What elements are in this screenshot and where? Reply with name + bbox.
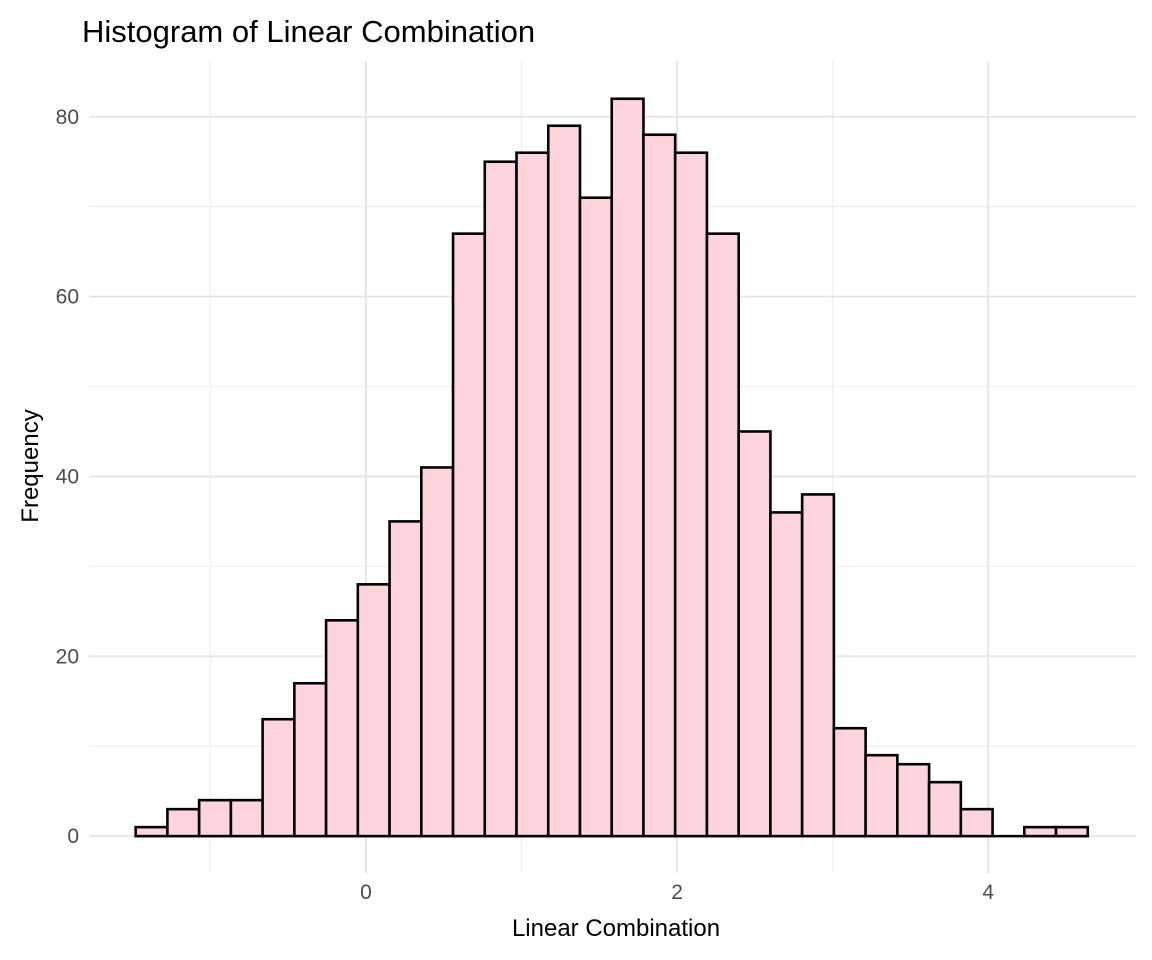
y-tick-label: 80	[56, 106, 79, 129]
histogram-bar	[293, 681, 328, 838]
x-tick-label: 2	[671, 881, 683, 904]
histogram-bar	[642, 133, 677, 838]
x-axis-title: Linear Combination	[511, 915, 721, 942]
histogram-bar	[832, 726, 867, 838]
histogram-bar	[261, 717, 296, 838]
y-axis-title: Frequency	[17, 409, 44, 523]
y-tick-label: 40	[56, 465, 79, 488]
histogram-bar	[959, 807, 994, 838]
histogram-bar	[483, 160, 518, 838]
histogram-bar	[229, 798, 264, 838]
histogram-bar	[800, 493, 836, 838]
histogram-bar	[197, 798, 233, 838]
histogram-bar	[673, 151, 709, 838]
histogram-bar	[769, 511, 804, 838]
x-tick-label: 4	[982, 881, 994, 904]
histogram-bar	[578, 196, 614, 838]
histogram-bar	[864, 753, 899, 838]
histogram-bar	[1022, 825, 1058, 838]
histogram-bar	[166, 807, 201, 838]
x-tick-label: 0	[360, 881, 372, 904]
histogram-bar	[515, 151, 550, 838]
histogram-bar	[356, 583, 391, 838]
histogram-bar	[737, 430, 772, 838]
histogram-bar	[388, 520, 423, 838]
histogram-bar	[134, 825, 169, 838]
histogram-bar	[546, 124, 582, 838]
histogram-bar	[451, 232, 487, 838]
y-tick-label: 20	[56, 645, 79, 668]
histogram-bar	[1054, 825, 1090, 838]
histogram-bar	[420, 466, 455, 838]
histogram-bar	[610, 97, 645, 838]
histogram-bar	[324, 619, 360, 838]
histogram-bar	[896, 762, 931, 838]
y-tick-label: 0	[67, 825, 79, 848]
chart-title: Histogram of Linear Combination	[82, 14, 536, 49]
histogram-bar	[705, 232, 740, 838]
histogram-bar	[927, 780, 963, 838]
y-tick-label: 60	[56, 286, 79, 309]
